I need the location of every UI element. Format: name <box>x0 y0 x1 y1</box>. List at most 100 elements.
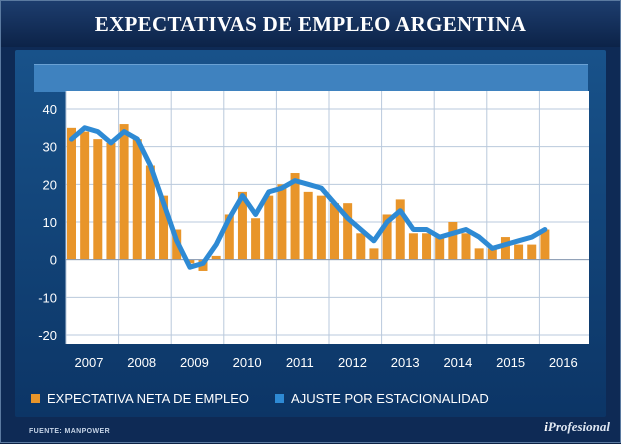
line-point-2010-Q3 <box>255 213 257 216</box>
chart-legend: EXPECTATIVA NETA DE EMPLEO AJUSTE POR ES… <box>31 389 515 407</box>
plot-area <box>66 91 589 344</box>
line-point-2013-Q4 <box>425 228 428 231</box>
line-point-2013-Q2 <box>399 210 401 212</box>
line-point-2011-Q3 <box>307 183 309 185</box>
y-tick-label: 40 <box>43 102 57 117</box>
x-tick-label: 2014 <box>443 355 472 370</box>
line-point-2007-Q1 <box>70 138 73 140</box>
line-point-2012-Q3 <box>360 228 362 231</box>
bar-2008-Q3 <box>145 165 155 260</box>
legend-swatch-line <box>275 393 285 403</box>
line-point-2015-Q2 <box>504 244 507 246</box>
line-point-2015-Q1 <box>491 247 493 249</box>
bar-2010-Q2 <box>237 191 247 260</box>
bar-2014-Q2 <box>448 222 458 260</box>
line-point-2014-Q3 <box>465 228 467 231</box>
x-axis-tick-labels: 2007 2008 2009 2010 2011 2012 2013 2014 2015 2016 <box>75 355 578 370</box>
line-point-2013-Q3 <box>412 228 414 231</box>
bar-2014-Q3 <box>461 233 471 260</box>
line-point-2008-Q3 <box>149 164 151 167</box>
bar-2008-Q1 <box>119 124 129 260</box>
line-point-2007-Q3 <box>97 131 99 133</box>
bar-2013-Q2 <box>395 199 405 260</box>
line-point-2012-Q4 <box>373 240 375 242</box>
x-tick-label: 2015 <box>496 355 525 370</box>
bar-2008-Q2 <box>132 139 142 260</box>
x-tick-label: 2016 <box>549 355 578 370</box>
chart-title: EXPECTATIVAS DE EMPLEO ARGENTINA <box>1 1 620 47</box>
line-point-2011-Q1 <box>281 187 283 189</box>
bar-2010-Q1 <box>224 214 234 260</box>
x-tick-label: 2010 <box>233 355 262 370</box>
x-tick-label: 2007 <box>75 355 104 370</box>
line-point-2014-Q1 <box>439 236 441 238</box>
line-point-2009-Q1 <box>176 240 178 242</box>
y-tick-label: 10 <box>43 215 57 230</box>
brand-logo-prefix: i <box>544 419 548 434</box>
source-note: FUENTE: MANPOWER <box>29 428 111 435</box>
line-point-2010-Q2 <box>241 195 244 197</box>
line-point-2009-Q2 <box>189 266 191 268</box>
line-point-2008-Q1 <box>123 131 125 133</box>
x-tick-label: 2012 <box>338 355 367 370</box>
bar-series <box>67 124 550 271</box>
bar-2012-Q3 <box>356 233 366 260</box>
bar-2013-Q3 <box>408 233 418 260</box>
line-points <box>70 127 546 268</box>
bar-2015-Q1 <box>487 248 497 260</box>
bar-2010-Q4 <box>264 195 274 260</box>
bar-2008-Q4 <box>159 195 169 260</box>
y-tick-label: 0 <box>50 253 57 268</box>
line-point-2012-Q1 <box>333 202 336 204</box>
line-point-2008-Q4 <box>162 202 165 204</box>
bar-2015-Q2 <box>500 237 510 260</box>
legend-label-bars: EXPECTATIVA NETA DE EMPLEO <box>47 390 250 406</box>
bar-2012-Q4 <box>369 248 379 260</box>
line-point-2007-Q2 <box>84 127 86 129</box>
brand-logo: iProfesional <box>544 419 610 435</box>
line-point-2007-Q4 <box>110 142 112 144</box>
line-point-2009-Q4 <box>215 244 217 246</box>
y-tick-label: 30 <box>43 140 57 155</box>
bar-2012-Q1 <box>330 203 339 260</box>
line-point-2016-Q1 <box>544 228 546 231</box>
line-point-2014-Q2 <box>452 232 454 234</box>
bar-2014-Q1 <box>435 237 445 260</box>
chart-header-band <box>34 64 588 92</box>
y-tick-label: -10 <box>38 290 57 305</box>
line-point-2010-Q4 <box>268 191 270 193</box>
line-point-2011-Q4 <box>320 187 322 189</box>
legend-label-line: AJUSTE POR ESTACIONALIDAD <box>291 390 489 406</box>
bar-2007-Q1 <box>67 127 76 260</box>
bar-2010-Q3 <box>251 218 261 260</box>
line-point-2014-Q4 <box>478 236 480 238</box>
x-tick-label: 2013 <box>391 355 420 370</box>
x-tick-label: 2009 <box>180 355 209 370</box>
brand-logo-name: Profesional <box>547 419 610 434</box>
line-point-2015-Q4 <box>531 236 533 238</box>
line-point-2010-Q1 <box>228 217 230 219</box>
bar-2014-Q4 <box>474 248 484 260</box>
bar-2011-Q4 <box>316 195 326 260</box>
bar-2015-Q3 <box>514 244 524 260</box>
bar-2007-Q3 <box>93 139 103 260</box>
legend-item-bars: EXPECTATIVA NETA DE EMPLEO <box>31 391 249 406</box>
bar-2009-Q4 <box>211 255 221 260</box>
bar-2007-Q2 <box>80 131 90 260</box>
y-tick-label: -20 <box>38 328 57 343</box>
x-tick-label: 2011 <box>286 355 314 370</box>
bar-2013-Q1 <box>382 214 392 260</box>
y-tick-label: 20 <box>43 177 57 192</box>
legend-swatch-bars <box>31 393 40 403</box>
x-tick-label: 2008 <box>127 355 156 370</box>
line-point-2011-Q2 <box>294 179 296 182</box>
line-point-2013-Q1 <box>386 221 388 223</box>
bar-2011-Q2 <box>290 173 300 260</box>
bar-2012-Q2 <box>343 203 353 260</box>
bar-2013-Q4 <box>422 233 432 260</box>
line-point-2012-Q2 <box>347 217 349 219</box>
bar-2016-Q1 <box>540 229 550 260</box>
line-point-2015-Q3 <box>518 240 520 242</box>
